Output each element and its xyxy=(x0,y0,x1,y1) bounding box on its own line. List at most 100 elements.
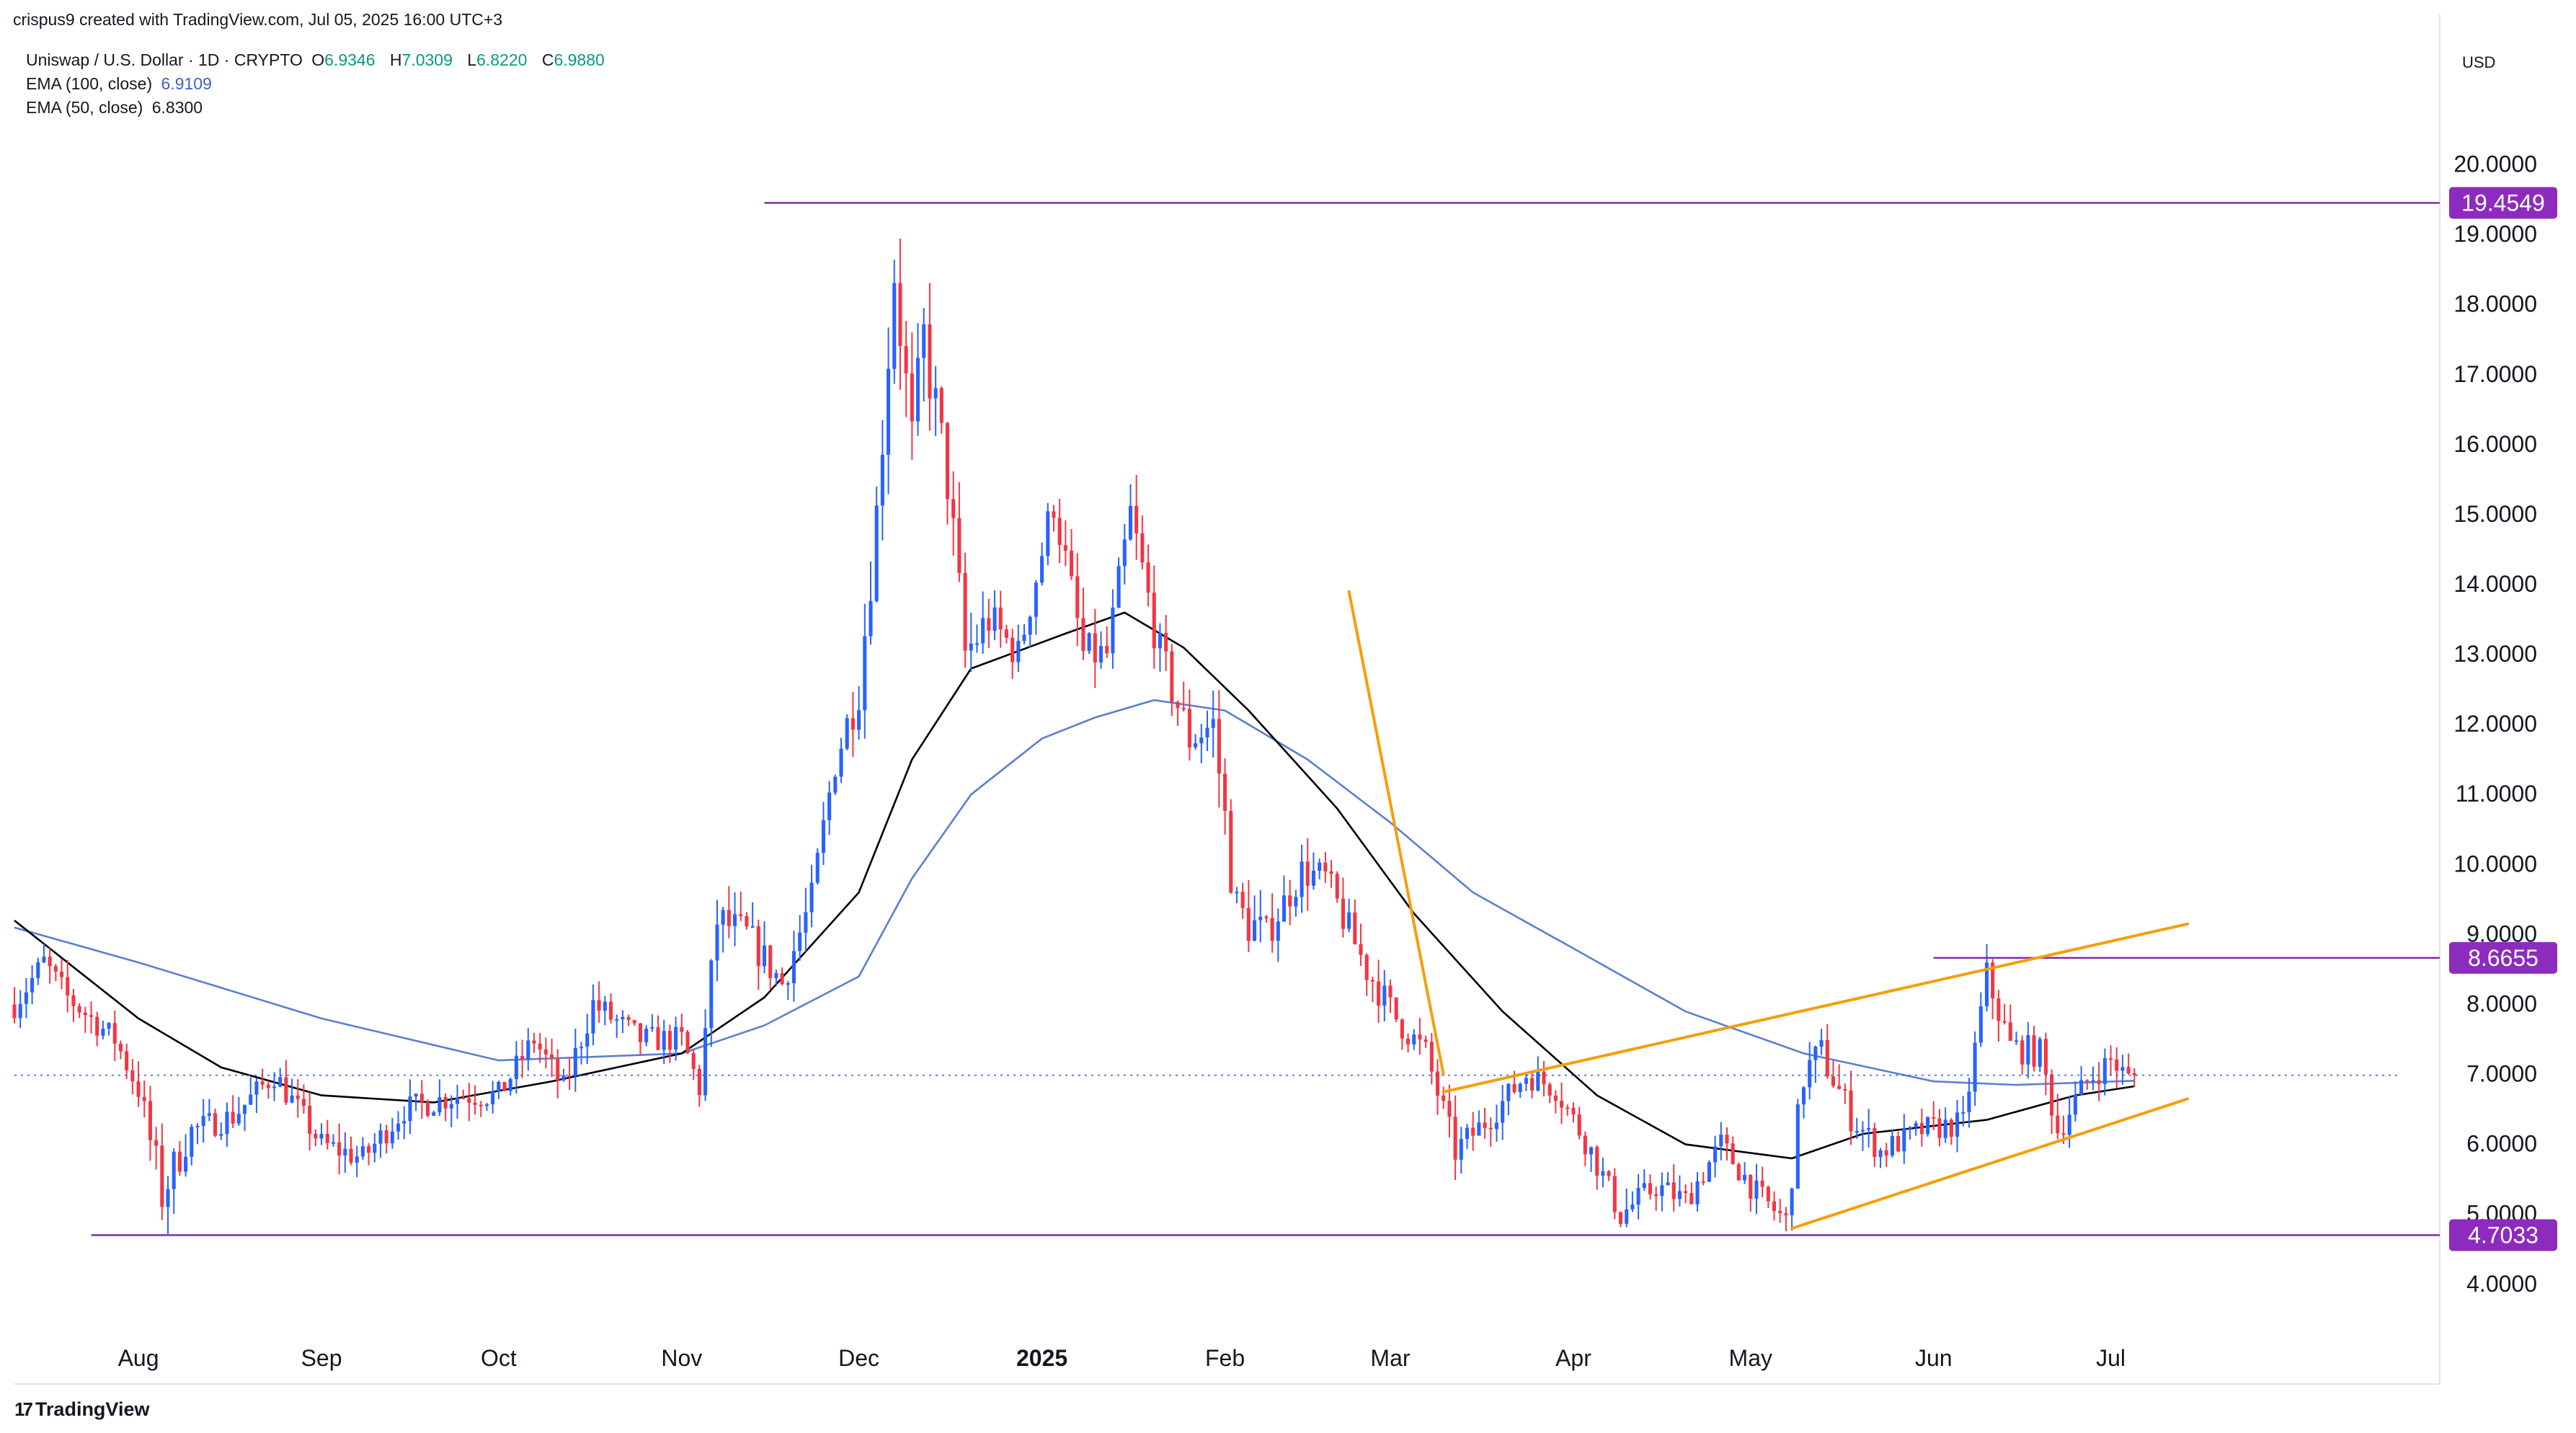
candle-body xyxy=(1878,1150,1883,1158)
candle-body xyxy=(136,1081,141,1097)
candle-body xyxy=(1855,1130,1859,1132)
tradingview-logo[interactable]: 17 TradingView xyxy=(14,1398,149,1421)
candle-body xyxy=(573,1047,577,1076)
candle-body xyxy=(1370,980,1374,982)
candle-body xyxy=(597,1000,601,1011)
candle-body xyxy=(242,1104,247,1114)
candle-body xyxy=(1412,1034,1416,1045)
candles-layer xyxy=(12,238,2136,1234)
candle-body xyxy=(1359,944,1363,955)
candle-body xyxy=(850,718,855,730)
level-labels-layer: 19.4549 8.6655 4.7033 xyxy=(2449,187,2557,1251)
candle-body xyxy=(1070,550,1074,577)
candle-body xyxy=(603,1001,607,1011)
candle-body xyxy=(1501,1101,1505,1123)
time-tick-label: Sep xyxy=(301,1345,342,1371)
candle-body xyxy=(219,1134,223,1136)
candle-body xyxy=(278,1077,283,1087)
candle-body xyxy=(425,1101,430,1116)
candle-body xyxy=(520,1055,525,1060)
candle-body xyxy=(308,1105,312,1134)
candle-body xyxy=(1908,1127,1912,1129)
time-tick-label: Apr xyxy=(1555,1345,1591,1371)
candle-body xyxy=(2091,1080,2095,1082)
candle-body xyxy=(981,618,985,644)
candle-body xyxy=(1199,737,1204,744)
candle-body xyxy=(2056,1115,2060,1134)
ema50-legend[interactable]: EMA (50, close) 6.8300 xyxy=(26,98,203,117)
candle-body xyxy=(1258,916,1263,920)
candle-body xyxy=(1483,1122,1487,1128)
level-price-badge xyxy=(2449,1219,2557,1251)
tradingview-mark-icon: 17 xyxy=(14,1398,33,1420)
candle-body xyxy=(1447,1101,1452,1117)
candle-body xyxy=(1967,1091,1971,1112)
candle-body xyxy=(266,1084,270,1088)
price-tick-label: 14.0000 xyxy=(2453,571,2537,597)
candle-body xyxy=(1843,1088,1847,1091)
candle-body xyxy=(154,1140,159,1146)
candle-body xyxy=(1235,892,1239,894)
candle-body xyxy=(1991,962,1995,999)
candle-body xyxy=(839,748,843,777)
candle-body xyxy=(957,518,961,573)
candle-body xyxy=(2108,1058,2113,1060)
ema100-layer xyxy=(14,698,2135,1086)
candle-body xyxy=(2126,1067,2131,1074)
candle-body xyxy=(1276,921,1280,941)
price-tick-label: 7.0000 xyxy=(2466,1061,2537,1087)
candle-body xyxy=(190,1127,194,1157)
candle-body xyxy=(638,1023,643,1042)
candle-body xyxy=(18,1003,22,1019)
close-label: C xyxy=(541,50,554,69)
ema50-label: EMA (50, close) xyxy=(26,98,143,117)
candle-body xyxy=(915,358,920,422)
candle-body xyxy=(1170,651,1174,702)
candle-body xyxy=(1837,1086,1842,1089)
ema100-legend[interactable]: EMA (100, close) 6.9109 xyxy=(26,74,212,94)
time-tick-label: May xyxy=(1729,1345,1772,1371)
candle-body xyxy=(1341,898,1345,929)
price-axis[interactable]: 4.00005.00006.00007.00008.00009.000010.0… xyxy=(2453,151,2537,1297)
candle-body xyxy=(591,1000,595,1034)
candle-body xyxy=(727,910,731,926)
candle-body xyxy=(1754,1180,1759,1199)
candle-body xyxy=(455,1097,460,1104)
time-axis[interactable]: Aug Sep Oct Nov Dec 2025 Feb Mar Apr May Jun Jul xyxy=(118,1345,2126,1371)
candle-body xyxy=(1418,1034,1422,1040)
candle-body xyxy=(1926,1117,1930,1135)
candle-body xyxy=(1194,743,1198,747)
candle-body xyxy=(378,1130,383,1144)
candle-body xyxy=(1318,862,1322,871)
candle-body xyxy=(1034,582,1038,617)
candle-body xyxy=(1831,1076,1836,1086)
candle-body xyxy=(1778,1210,1782,1214)
candle-body xyxy=(550,1054,554,1059)
candle-body xyxy=(1896,1136,1901,1152)
candle-body xyxy=(1660,1185,1664,1197)
candle-body xyxy=(969,643,973,651)
candle-body xyxy=(2132,1073,2136,1075)
candle-body xyxy=(1388,985,1393,998)
currency-button[interactable]: USD xyxy=(2462,53,2496,71)
candle-body xyxy=(2026,1035,2030,1065)
candle-body xyxy=(1902,1127,1906,1152)
candle-body xyxy=(1642,1183,1646,1189)
price-tick-label: 12.0000 xyxy=(2453,711,2537,737)
candle-body xyxy=(195,1125,200,1127)
candle-body xyxy=(1311,870,1316,886)
candle-body xyxy=(1246,908,1251,941)
candle-body xyxy=(160,1145,164,1207)
candle-body xyxy=(1164,633,1168,652)
price-tick-label: 18.0000 xyxy=(2453,291,2537,317)
time-tick-label: Feb xyxy=(1205,1345,1245,1371)
candle-body xyxy=(373,1143,377,1153)
high-value: 7.0309 xyxy=(401,50,453,69)
candle-body xyxy=(438,1097,442,1113)
candle-body xyxy=(77,1006,81,1013)
candle-body xyxy=(473,1102,477,1105)
price-tick-label: 10.0000 xyxy=(2453,851,2537,877)
candle-body xyxy=(296,1095,300,1099)
candle-body xyxy=(1459,1139,1463,1160)
